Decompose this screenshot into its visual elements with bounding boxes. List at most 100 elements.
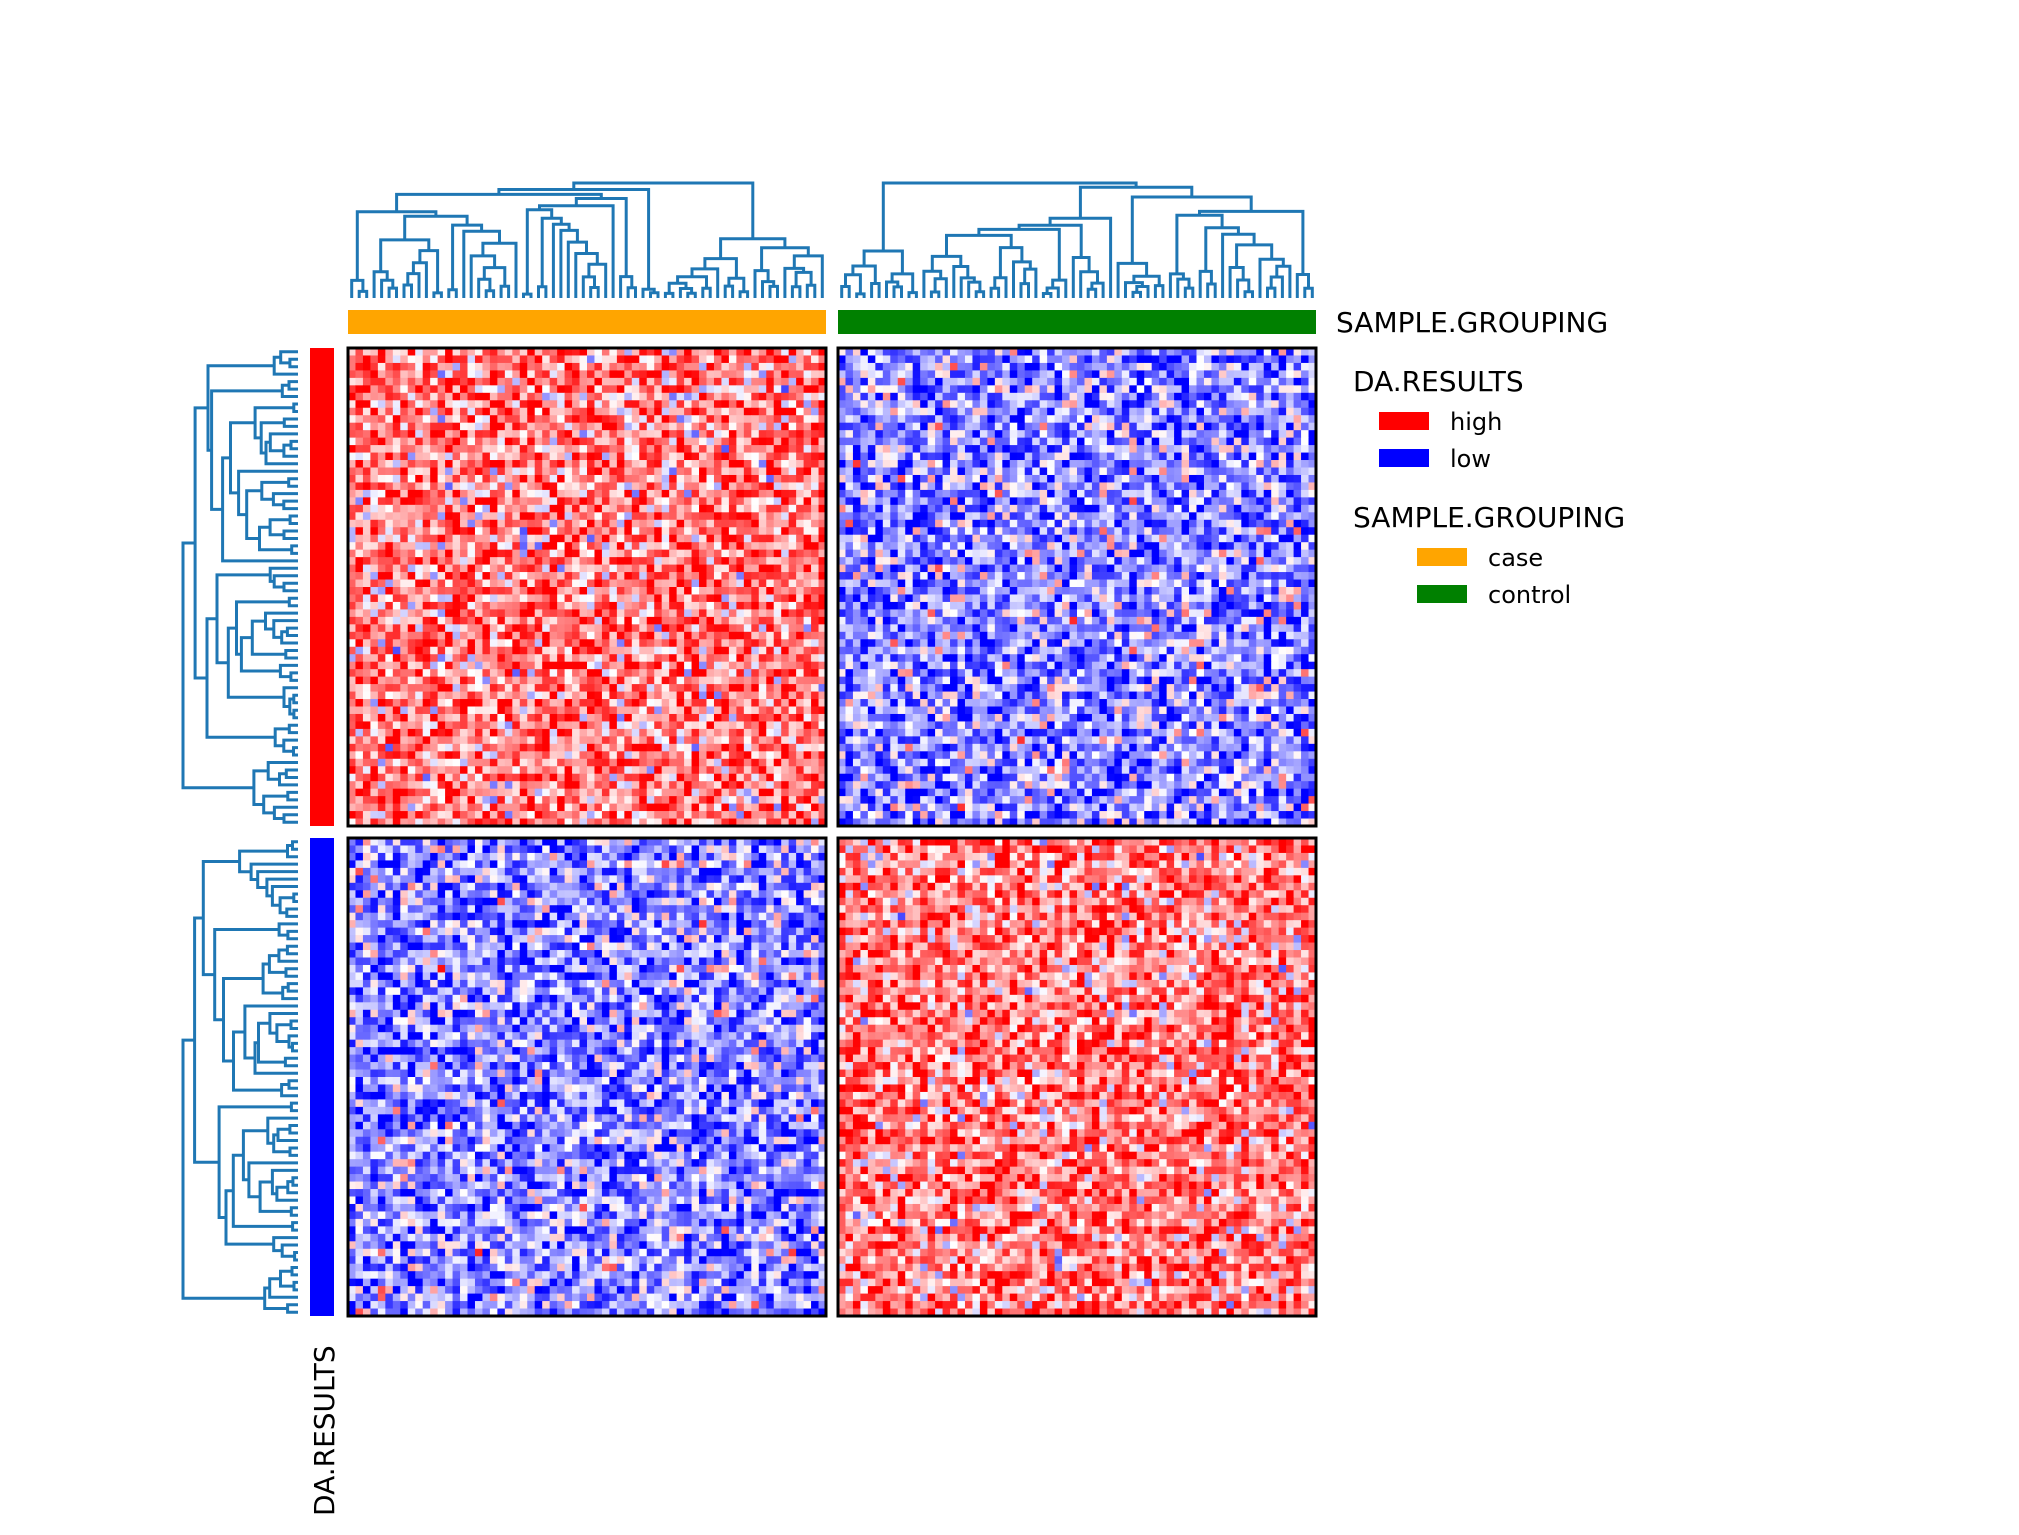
heatmap-cell [646, 549, 655, 558]
heatmap-cell [758, 646, 767, 655]
heatmap-cell [534, 616, 543, 625]
heatmap-cell [838, 415, 846, 424]
heatmap-cell [467, 639, 476, 648]
heatmap-cell [579, 736, 588, 745]
heatmap-cell [1047, 362, 1055, 371]
heatmap-cell [964, 348, 973, 356]
heatmap-cell [773, 646, 782, 655]
heatmap-cell [362, 736, 371, 745]
heatmap-cell [460, 773, 468, 782]
heatmap-cell [616, 519, 625, 528]
heatmap-cell [385, 452, 394, 461]
heatmap-cell [699, 758, 707, 767]
heatmap-cell [676, 400, 685, 409]
heatmap-cell [549, 564, 558, 573]
heatmap-cell [400, 654, 409, 663]
heatmap-cell [594, 713, 603, 722]
heatmap-cell [594, 482, 603, 491]
heatmap-cell [781, 811, 790, 819]
heatmap-cell [601, 811, 610, 819]
heatmap-cell [1069, 415, 1078, 424]
heatmap-cell [1009, 355, 1018, 364]
heatmap-cell [721, 669, 730, 678]
heatmap-cell [385, 669, 394, 678]
heatmap-cell [587, 721, 595, 730]
heatmap-cell [788, 728, 797, 737]
dendrogram-link [1269, 275, 1284, 298]
heatmap-cell [392, 773, 401, 782]
dendrogram-link [1236, 278, 1251, 298]
heatmap-cell [721, 564, 730, 573]
heatmap-cell [788, 534, 797, 543]
heatmap-cell [927, 348, 936, 356]
heatmap-cell [751, 482, 760, 491]
heatmap-cell [422, 377, 431, 386]
dendrogram-link [268, 566, 298, 583]
heatmap-cell [348, 557, 356, 565]
heatmap-cell [706, 362, 715, 371]
heatmap-cell [927, 355, 936, 364]
heatmap-cell [743, 803, 752, 812]
heatmap-cell [534, 355, 543, 364]
heatmap-cell [430, 348, 439, 356]
heatmap-cell [430, 781, 439, 790]
heatmap-cell [781, 564, 790, 573]
heatmap-cell [437, 758, 446, 767]
heatmap-cell [430, 624, 439, 633]
heatmap-cell [415, 362, 424, 371]
heatmap-cell [527, 631, 536, 640]
heatmap-cell [788, 676, 797, 685]
heatmap-cell [385, 437, 394, 446]
heatmap-cell [699, 721, 707, 730]
heatmap-cell [601, 609, 610, 618]
heatmap-cell [852, 362, 861, 371]
heatmap-cell [549, 766, 558, 775]
heatmap-cell [781, 639, 790, 648]
dendrogram-link [1071, 256, 1091, 298]
heatmap-cell [355, 624, 364, 633]
heatmap-cell [587, 796, 595, 804]
heatmap-cell [781, 519, 790, 528]
heatmap-cell [624, 519, 633, 528]
heatmap-cell [587, 422, 595, 431]
heatmap-cell [504, 549, 513, 558]
heatmap-cell [489, 766, 498, 775]
heatmap-cell [624, 811, 633, 819]
heatmap-cell [534, 728, 543, 737]
heatmap-cell [624, 721, 633, 730]
heatmap-cell [669, 512, 678, 521]
heatmap-cell [699, 452, 707, 461]
heatmap-cell [415, 743, 424, 752]
heatmap-cell [639, 542, 648, 551]
heatmap-cell [624, 534, 633, 543]
heatmap-cell [654, 549, 663, 558]
heatmap-cell [467, 699, 476, 707]
heatmap-cell [811, 362, 819, 371]
heatmap-cell [504, 736, 513, 745]
heatmap-cell [542, 415, 551, 424]
heatmap-cell [534, 669, 543, 678]
heatmap-cell [684, 489, 692, 498]
heatmap-cell [706, 474, 715, 483]
heatmap-cell [437, 587, 446, 595]
heatmap-cell [362, 482, 371, 491]
heatmap-cell [482, 803, 491, 812]
heatmap-cell [781, 355, 790, 364]
heatmap-cell [758, 460, 767, 468]
heatmap-cell [818, 728, 827, 737]
heatmap-cell [594, 549, 603, 558]
heatmap-cell [527, 684, 536, 692]
heatmap-cell [691, 377, 700, 386]
heatmap-cell [669, 579, 678, 588]
heatmap-cell [654, 803, 663, 812]
heatmap-cell [572, 773, 580, 782]
heatmap-cell [370, 430, 379, 439]
heatmap-cell [631, 400, 640, 409]
heatmap-cell [489, 781, 498, 790]
heatmap-cell [497, 758, 506, 767]
heatmap-cell [542, 743, 551, 752]
heatmap-cell [512, 811, 521, 819]
heatmap-cell [728, 728, 737, 737]
heatmap-cell [1271, 377, 1280, 386]
heatmap-cell [445, 564, 453, 573]
